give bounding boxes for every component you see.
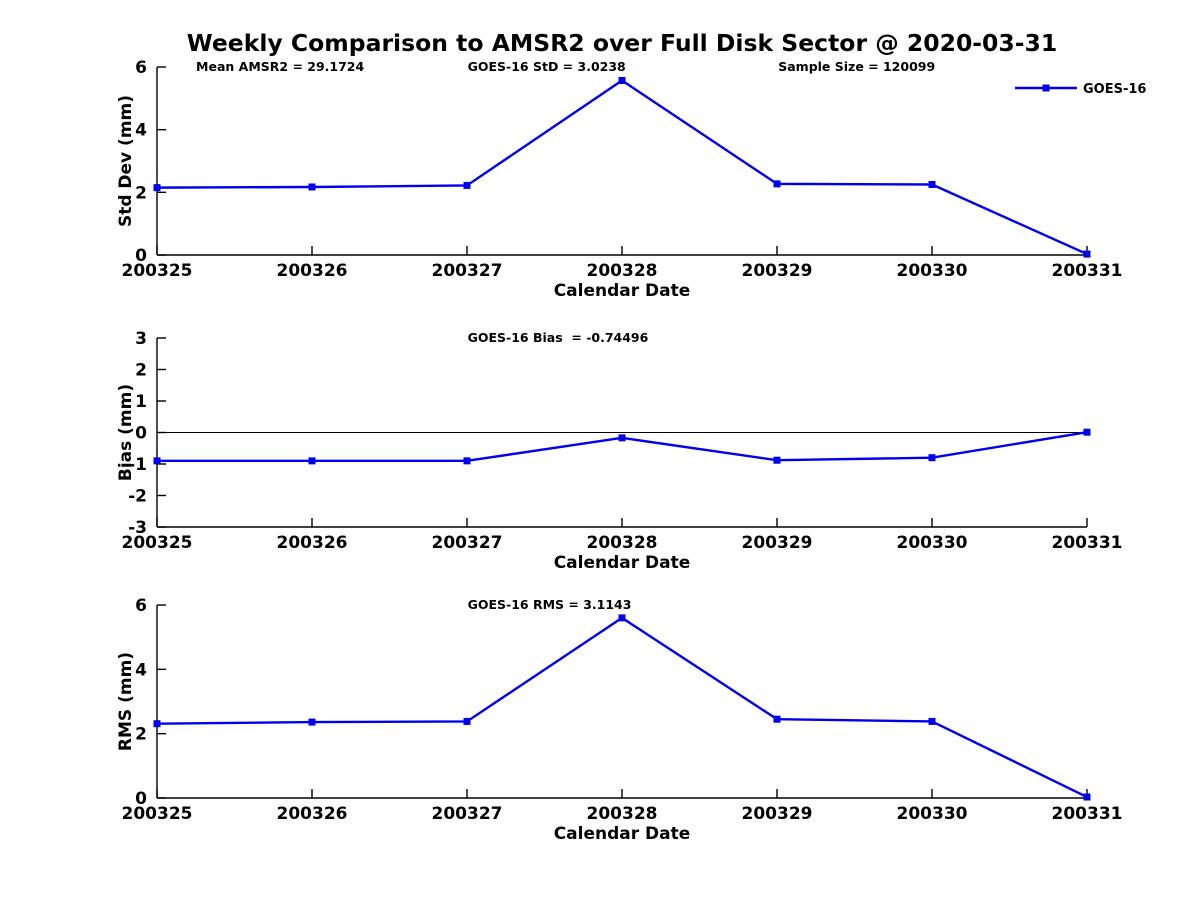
y-tick-label: 2 — [135, 361, 147, 381]
annotation: Sample Size = 120099 — [778, 59, 935, 74]
x-tick-label: 200331 — [1052, 533, 1123, 553]
data-point-marker — [308, 718, 316, 726]
figure-title: Weekly Comparison to AMSR2 over Full Dis… — [186, 29, 1058, 57]
y-tick-label: 6 — [135, 58, 147, 78]
x-tick-label: 200327 — [432, 804, 503, 824]
annotation: GOES-16 StD = 3.0238 — [468, 59, 626, 74]
x-tick-label: 200331 — [1052, 261, 1123, 281]
data-line — [156, 616, 1088, 799]
x-tick-label: 200329 — [742, 533, 813, 553]
y-axis-label: Std Dev (mm) — [116, 95, 136, 227]
data-point-marker — [773, 715, 781, 723]
subplot-bias: -3 -2 -1 0 1 2 3 200325 200326 200327 200328 200329… — [116, 329, 1122, 573]
y-tick-label: 6 — [135, 596, 147, 616]
x-tick-label: 200325 — [122, 804, 193, 824]
x-axis-label: Calendar Date — [554, 824, 691, 844]
x-tick-label: 200326 — [277, 261, 348, 281]
data-point-marker — [153, 184, 161, 192]
annotation: Mean AMSR2 = 29.1724 — [196, 59, 364, 74]
data-point-marker — [463, 717, 471, 725]
x-tick-label: 200325 — [122, 261, 193, 281]
y-axis-label: Bias (mm) — [116, 384, 136, 481]
data-point-marker — [463, 457, 471, 465]
data-point-marker — [153, 720, 161, 728]
y-tick-label: 2 — [135, 183, 147, 203]
data-point-marker — [928, 454, 936, 462]
annotation: GOES-16 RMS = 3.1143 — [468, 597, 632, 612]
data-point-marker — [928, 181, 936, 188]
x-tick-label: 200330 — [897, 533, 968, 553]
data-point-marker — [928, 717, 936, 725]
x-tick-label: 200325 — [122, 533, 193, 553]
data-point-marker — [773, 456, 781, 464]
y-tick-label: 0 — [135, 789, 147, 809]
y-tick-label: 3 — [135, 329, 147, 349]
y-tick-label: 1 — [135, 392, 147, 412]
x-tick-label: 200331 — [1052, 804, 1123, 824]
x-axis-label: Calendar Date — [554, 553, 691, 573]
y-tick-label: 4 — [135, 121, 147, 141]
x-tick-label: 200327 — [432, 261, 503, 281]
y-tick-label: 0 — [135, 246, 147, 266]
data-point-marker — [308, 183, 316, 191]
y-tick-label: -3 — [128, 518, 147, 538]
data-line — [156, 79, 1088, 256]
y-tick-label: 2 — [135, 725, 147, 745]
x-tick-label: 200329 — [742, 261, 813, 281]
data-point-marker — [308, 457, 316, 465]
x-tick-label: 200326 — [277, 804, 348, 824]
x-tick-label: 200330 — [897, 261, 968, 281]
subplot-rms: 0 2 4 6 200325 200326 200327 200328 200329 200330… — [116, 596, 1122, 844]
x-tick-label: 200329 — [742, 804, 813, 824]
data-point-marker — [463, 181, 471, 189]
data-point-marker — [773, 180, 781, 188]
x-tick-label: 200327 — [432, 533, 503, 553]
y-tick-label: 4 — [135, 660, 147, 680]
y-tick-label: -1 — [128, 455, 147, 475]
x-tick-label: 200328 — [587, 804, 658, 824]
x-tick-label: 200326 — [277, 533, 348, 553]
data-point-marker — [618, 76, 626, 84]
y-tick-label: 0 — [135, 424, 147, 444]
x-tick-label: 200328 — [587, 533, 658, 553]
legend-label: GOES-16 — [1083, 82, 1146, 97]
annotation: GOES-16 Bias = -0.74496 — [468, 330, 649, 345]
y-tick-label: -2 — [128, 487, 147, 507]
x-tick-label: 200330 — [897, 804, 968, 824]
data-point-marker — [153, 457, 161, 465]
x-axis-label: Calendar Date — [554, 281, 691, 301]
subplot-std-dev: 0 2 4 6 200325 200326 200327 200328 200329 200330… — [116, 58, 1146, 301]
data-point-marker — [1083, 428, 1091, 436]
legend-marker — [1042, 84, 1050, 92]
data-point-marker — [618, 434, 626, 442]
legend: GOES-16 — [1015, 82, 1146, 97]
data-point-marker — [618, 614, 626, 622]
x-tick-label: 200328 — [587, 261, 658, 281]
data-point-marker — [1083, 793, 1091, 801]
y-axis-label: RMS (mm) — [116, 652, 136, 751]
data-point-marker — [1083, 250, 1091, 258]
